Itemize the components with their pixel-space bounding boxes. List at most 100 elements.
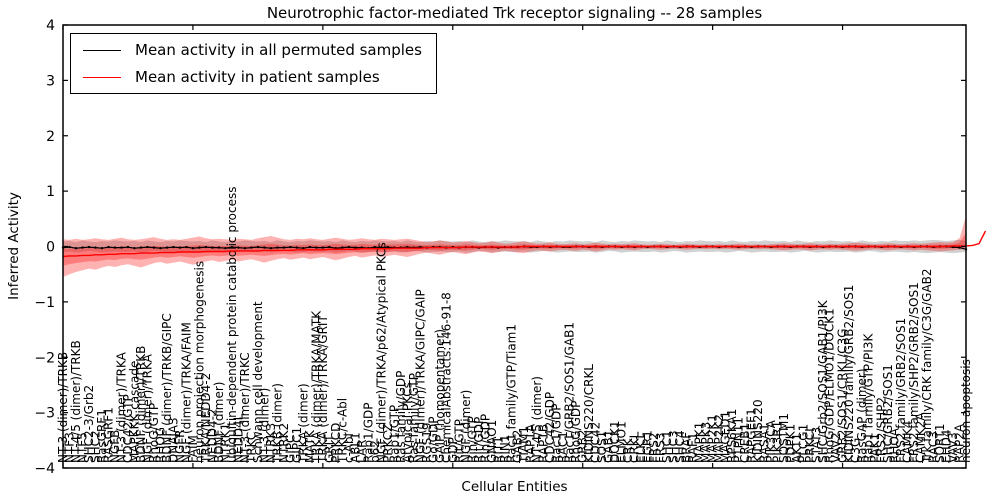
x-category-label: TRKA (dimer)/TRKA/GRIT	[316, 315, 330, 464]
permuted-point-marker	[139, 246, 143, 249]
x-category-label: RAC3	[927, 431, 941, 463]
x-category-label: SHC2	[88, 430, 102, 463]
x-category-label: PRKCZ	[381, 424, 395, 463]
x-category-label: TRKA/NEDD4-2	[199, 373, 213, 464]
x-category-label: NGF (dimer)/TRKA/FAIM	[179, 322, 193, 463]
y-tick-label: −4	[34, 461, 55, 477]
x-category-label: FRS2 family/SHP2/GRB2/SOS1	[907, 282, 921, 463]
permuted-point-marker	[165, 246, 169, 249]
x-category-label: GIPC1	[290, 427, 304, 463]
x-category-label: Go/GDP	[426, 417, 440, 463]
x-category-label: NT-3 (dimer)/TRKC	[238, 352, 252, 463]
x-category-label: CDC42	[589, 422, 603, 463]
permuted-point-marker	[347, 245, 351, 249]
x-category-label: EHD4	[940, 430, 954, 463]
x-category-label: GIPC	[283, 435, 297, 463]
y-tick-label: 2	[46, 129, 55, 145]
x-category-label: RIN1	[498, 435, 512, 463]
permuted-point-marker	[302, 246, 305, 250]
x-category-label: NEDD4L	[231, 413, 245, 463]
permuted-point-marker	[146, 245, 149, 249]
x-category-label: Rin/GTP	[465, 416, 479, 463]
x-category-label: Rac1/GDP	[550, 404, 564, 463]
permuted-point-marker	[120, 246, 123, 249]
x-category-label: FRS3	[654, 433, 668, 464]
x-category-label: SHC3	[667, 430, 681, 463]
permuted-point-marker	[204, 245, 208, 249]
x-category-label: NGF (dimer)	[459, 390, 473, 463]
x-category-label: BDNF (dimer)	[212, 382, 226, 464]
permuted-point-marker	[224, 246, 227, 250]
x-category-label: SHC1	[660, 430, 674, 463]
y-tick-label: −1	[34, 295, 55, 311]
permuted-point-marker	[107, 245, 110, 249]
x-category-label: VAV2	[829, 432, 843, 463]
x-category-label: NGF (dimer)/TRKA/p62/Atypical PKCs	[374, 242, 388, 463]
x-category-label: ELMO1	[615, 421, 629, 463]
x-category-label: FRS2/SHP2	[875, 397, 889, 463]
x-category-label: NGF (dimer)/TRKA	[140, 353, 154, 463]
x-category-label: CAMK4	[901, 421, 915, 463]
x-category-label: GNAO1	[485, 420, 499, 463]
x-category-label: GRB2	[576, 429, 590, 463]
legend-label-patient: Mean activity in patient samples	[135, 68, 380, 86]
x-category-label: DOCK1	[608, 420, 622, 463]
x-category-label: NGFR	[173, 429, 187, 463]
x-category-label: NT-4/5 (dimer)/TRKB	[69, 340, 83, 463]
x-category-label: MATK	[303, 429, 317, 463]
patient-band-inner	[63, 232, 966, 266]
x-category-label: RIT1	[491, 436, 505, 463]
x-category-label: SHC/GRB2/SOS1	[881, 364, 895, 463]
x-category-label: VAV3	[946, 432, 960, 463]
x-category-label: ChemicalAbstracts:146-91-8	[439, 292, 453, 463]
permuted-point-marker	[126, 245, 130, 249]
x-category-label: BDNF (dimer)/TRKB	[134, 346, 148, 463]
x-category-label: NT-3 (dimer)/TRKA	[114, 351, 128, 463]
x-category-label: ELK1	[634, 433, 648, 463]
permuted-point-marker	[958, 246, 961, 249]
x-category-label: GAB1	[602, 430, 616, 463]
permuted-point-marker	[191, 246, 195, 250]
x-category-label: NEDD4-2	[205, 408, 219, 463]
x-category-label: KIDINS220/CRKL	[582, 364, 596, 463]
x-category-label: Ras family/GDP	[394, 371, 408, 463]
permuted-point-marker	[263, 246, 266, 249]
x-category-label: PRKCD	[329, 423, 343, 463]
x-category-label: TRKA (dimer)	[296, 383, 310, 464]
x-category-label: TIAM1	[517, 426, 531, 464]
permuted-point-marker	[100, 246, 104, 250]
y-tick-label: −3	[34, 406, 55, 422]
y-axis-label: Inferred Activity	[6, 192, 22, 300]
x-category-label: CAMK2A	[914, 412, 928, 463]
y-tick-label: 4	[46, 18, 55, 34]
permuted-point-marker	[211, 246, 214, 249]
x-category-label: CRKL	[628, 431, 642, 463]
x-category-label: KIDINS220	[751, 399, 765, 463]
permuted-point-marker	[321, 246, 325, 249]
x-category-label: MAP2K2	[712, 414, 726, 463]
permuted-point-marker	[282, 246, 286, 249]
y-tick-label: −2	[34, 350, 55, 366]
x-category-label: MAPKKK cascade	[127, 361, 141, 463]
x-category-label: NTRK3	[264, 423, 278, 463]
x-category-label: Rap1/GDP	[361, 403, 375, 464]
permuted-point-marker	[217, 246, 221, 249]
x-category-label: BDNF (dimer)/TRKB/GIPC	[160, 313, 174, 463]
x-category-label: Rit/GTP	[452, 419, 466, 463]
permuted-point-marker	[256, 245, 260, 249]
permuted-point-marker	[295, 246, 299, 249]
legend: Mean activity in all permuted samples Me…	[70, 33, 437, 94]
x-category-label: Rin/GDP	[478, 414, 492, 463]
x-category-label: MAGED1	[719, 411, 733, 463]
x-category-label: GDP	[446, 437, 460, 463]
x-category-label: STAT3	[810, 427, 824, 463]
permuted-point-marker	[159, 246, 162, 250]
permuted-point-marker	[74, 246, 78, 250]
permuted-point-marker	[308, 245, 312, 249]
x-category-label: TRKC	[244, 432, 258, 464]
x-category-label: TRKC/c-Abl	[335, 398, 349, 464]
x-category-label: NTF5	[75, 432, 89, 463]
x-category-label: neuron projection morphogenesis	[192, 261, 206, 463]
x-category-label: RasGRF1	[95, 409, 109, 463]
